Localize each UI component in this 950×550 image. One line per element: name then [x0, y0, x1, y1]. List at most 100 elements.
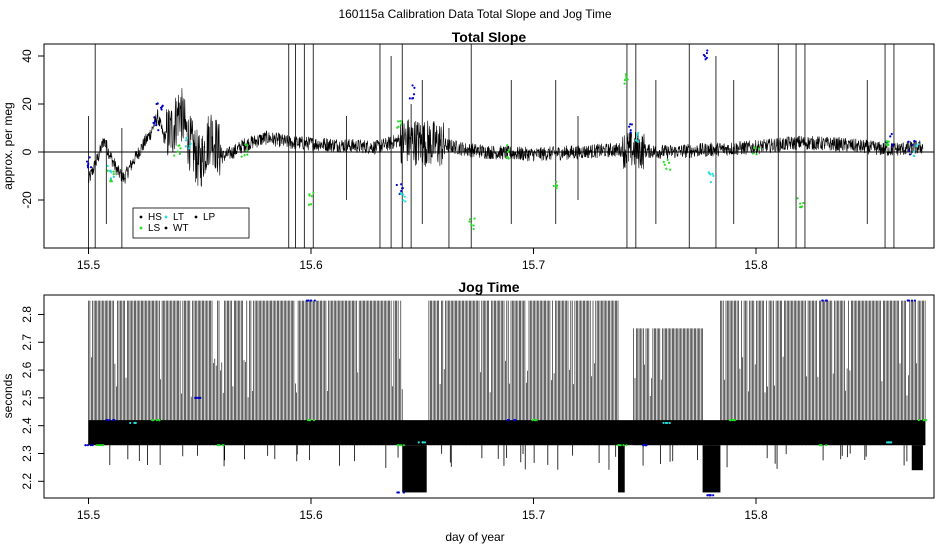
jog-time-oscillation [720, 300, 926, 446]
total-slope-point [506, 144, 509, 147]
total-slope-point [799, 202, 802, 205]
jog-time-point [645, 444, 648, 447]
total-slope-point [184, 139, 188, 142]
total-slope-point [85, 160, 89, 163]
total-slope-point [908, 153, 912, 156]
legend-box [132, 207, 250, 239]
total-slope-point [395, 183, 398, 187]
total-slope-point [712, 174, 715, 177]
legend-marker [164, 226, 168, 230]
total-slope-point [312, 191, 315, 195]
total-slope-point [889, 135, 892, 138]
total-slope-x-tick-label: 15.5 [77, 258, 101, 272]
jog-time-frame [43, 294, 935, 499]
total-slope-point [630, 123, 633, 126]
total-slope-point [179, 147, 182, 150]
total-slope-title: Total Slope [452, 29, 527, 45]
total-slope-point [552, 184, 555, 188]
jog-time-oscillation [633, 328, 703, 446]
jog-time-plot [84, 299, 928, 497]
total-slope-point [402, 193, 405, 196]
jog-time-point [825, 299, 828, 302]
total-slope-point [634, 139, 638, 142]
total-slope-point [468, 220, 471, 223]
total-slope-point [912, 150, 916, 153]
jog-time-y-tick-label: 2.2 [20, 473, 34, 490]
total-slope-point [177, 144, 180, 147]
jog-time-point [84, 444, 87, 447]
jog-time-point [99, 444, 102, 447]
total-slope-panel: Total Slope 15.5 15.6 15.7 15.8 -20 0 20 40 ap… [1, 29, 935, 272]
total-slope-point [110, 180, 114, 183]
total-slope-point [891, 144, 894, 147]
total-slope-point [907, 140, 910, 143]
jog-time-point [913, 299, 917, 302]
total-slope-point [755, 153, 758, 156]
jog-time-point [217, 444, 220, 447]
jog-time-x-tick-label: 15.8 [744, 508, 768, 522]
total-slope-point [404, 200, 407, 203]
jog-time-point [818, 444, 821, 447]
jog-time-point [625, 444, 628, 447]
legend-label: LT [173, 212, 184, 223]
total-slope-point [506, 156, 510, 159]
total-slope-point [753, 147, 756, 150]
total-slope-point [178, 152, 182, 156]
total-slope-x-tick-label: 15.6 [299, 258, 323, 272]
total-slope-point [176, 150, 179, 153]
total-slope-point [636, 140, 640, 143]
total-slope-point [240, 155, 243, 158]
legend-label: WT [173, 223, 189, 234]
jog-time-point [399, 444, 403, 447]
total-slope-point [702, 53, 705, 57]
total-slope-point [108, 169, 112, 173]
total-slope-point [663, 163, 666, 166]
total-slope-point [310, 195, 313, 198]
total-slope-point [400, 192, 403, 196]
total-slope-point [396, 126, 399, 129]
total-slope-point [243, 154, 246, 157]
total-slope-point [112, 170, 115, 173]
total-slope-point [408, 97, 411, 100]
total-slope-point [470, 223, 473, 226]
total-slope-point [188, 147, 191, 150]
legend-marker [164, 215, 168, 219]
jog-time-point [158, 419, 161, 422]
total-slope-point [669, 168, 672, 171]
total-slope-point [152, 121, 155, 124]
total-slope-point [402, 199, 405, 202]
jog-time-point [91, 444, 94, 447]
jog-time-point [307, 299, 310, 302]
total-slope-point [623, 79, 627, 82]
legend-label: LP [203, 212, 216, 223]
total-slope-point [662, 160, 665, 164]
jog-time-point [308, 419, 311, 422]
jog-time-point [907, 299, 911, 302]
jog-time-point [709, 494, 712, 497]
legend-label: HS [148, 212, 162, 223]
total-slope-point [555, 180, 558, 183]
jog-time-point [662, 421, 665, 425]
total-slope-y-tick-label: -20 [20, 191, 34, 209]
total-slope-point [246, 153, 249, 156]
jog-time-point [423, 441, 427, 444]
jog-time-y-tick-label: 2.5 [20, 389, 34, 406]
jog-time-point [86, 444, 89, 447]
total-slope-point [173, 154, 176, 157]
total-slope-point [796, 197, 799, 200]
total-slope-point [412, 93, 416, 96]
total-slope-point [757, 147, 761, 150]
total-slope-point [189, 142, 192, 145]
jog-time-point [152, 419, 155, 422]
jog-time-low-block [402, 445, 427, 493]
jog-time-y-axis: 2.2 2.3 2.4 2.5 2.6 2.7 2.8 [20, 306, 44, 490]
jog-time-point [531, 419, 534, 422]
total-slope-point [890, 132, 893, 136]
legend-marker [194, 215, 198, 219]
total-slope-point [667, 161, 671, 164]
jog-time-point [397, 444, 400, 447]
jog-time-point [820, 444, 823, 447]
total-slope-point [109, 180, 112, 183]
total-slope-point [637, 131, 640, 134]
jog-time-title: Jog Time [458, 279, 519, 295]
